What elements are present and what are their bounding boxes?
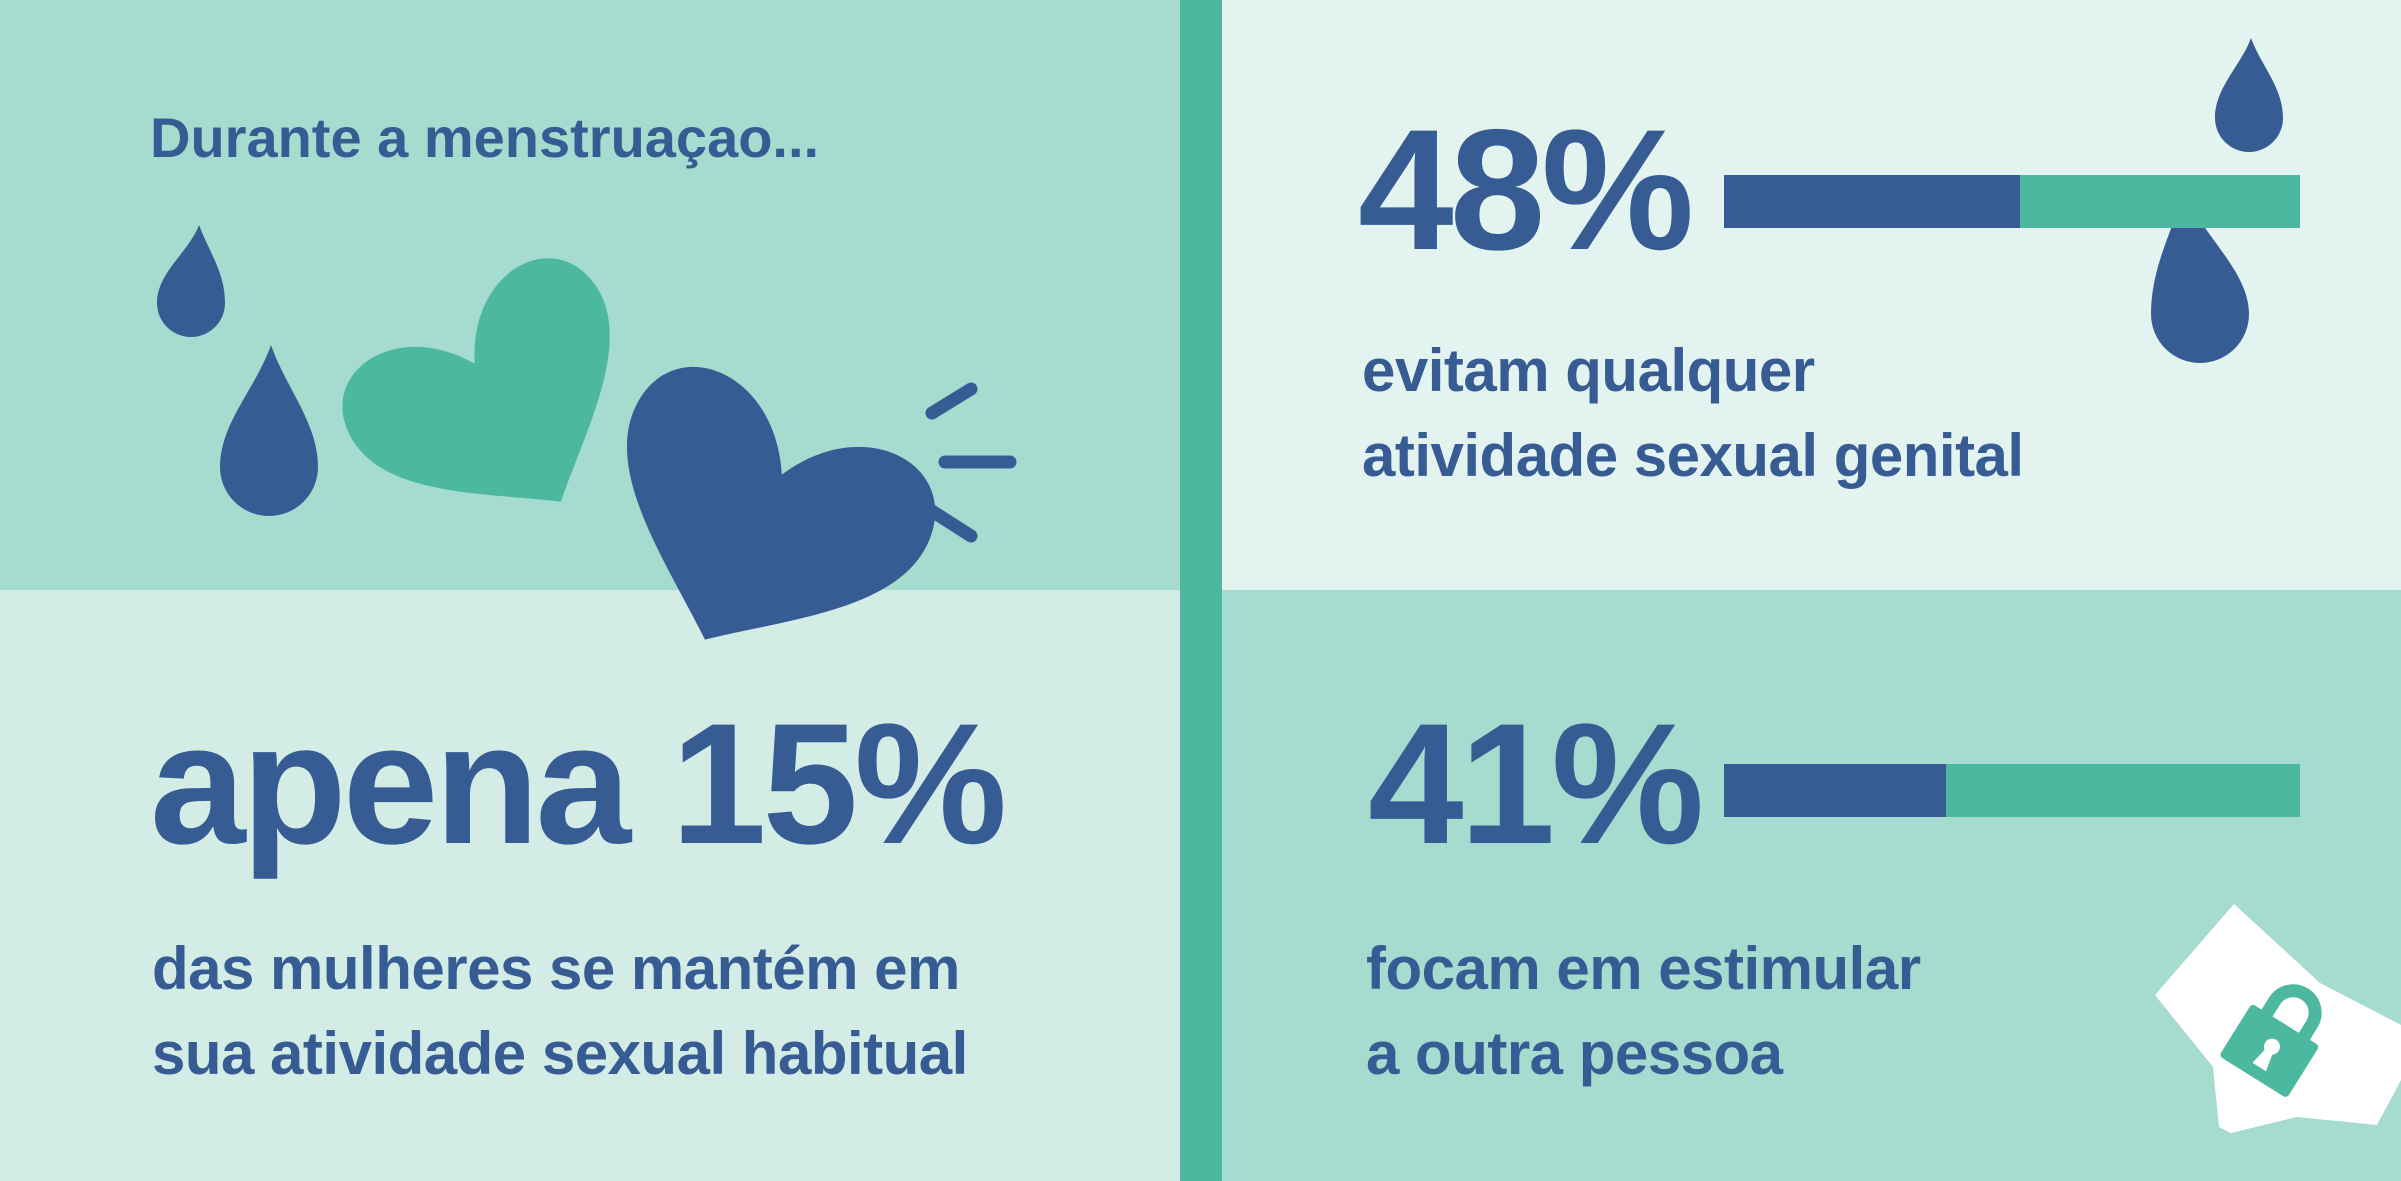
stat-15-prefix: apena [150, 688, 631, 880]
drop-icon [2215, 38, 2283, 152]
panel-stat-15 [0, 590, 1180, 1181]
drop-icon [157, 225, 225, 337]
intro-title: Durante a menstruaçao... [150, 106, 820, 169]
stat-41-bar [1724, 764, 2300, 817]
stat-41-bar-fill [1724, 764, 1946, 817]
heart-icon [342, 258, 610, 502]
underwear-icon [2155, 904, 2401, 1133]
drop-icon [220, 345, 318, 516]
stat-41-bar-rest [1945, 764, 2300, 817]
divider [1180, 0, 1222, 1181]
stat-48-line-2: atividade sexual genital [1362, 422, 2024, 489]
stat-15-value: 15% [670, 688, 1007, 880]
stat-15-heading: apena 15% [150, 698, 1007, 870]
panel-stat-41 [1222, 590, 2401, 1181]
stat-15-line-2: sua atividade sexual habitual [152, 1020, 968, 1087]
stat-41-line-1: focam em estimular [1366, 935, 1921, 1002]
stat-48-bar-rest [2019, 175, 2300, 228]
sparkle-lines-icon [925, 382, 1017, 543]
stat-48-line-1: evitam qualquer [1362, 337, 1815, 404]
heart-icon [627, 366, 936, 640]
stat-41-value: 41% [1368, 688, 1704, 880]
stat-48-bar [1724, 175, 2300, 228]
padlock-icon [2220, 984, 2322, 1097]
stat-15-line-1: das mulheres se mantém em [152, 935, 960, 1002]
stat-41-line-2: a outra pessoa [1366, 1020, 1783, 1087]
stat-48-bar-fill [1724, 175, 2020, 228]
drop-icon [2151, 191, 2249, 363]
stat-48-value: 48% [1358, 94, 1694, 286]
